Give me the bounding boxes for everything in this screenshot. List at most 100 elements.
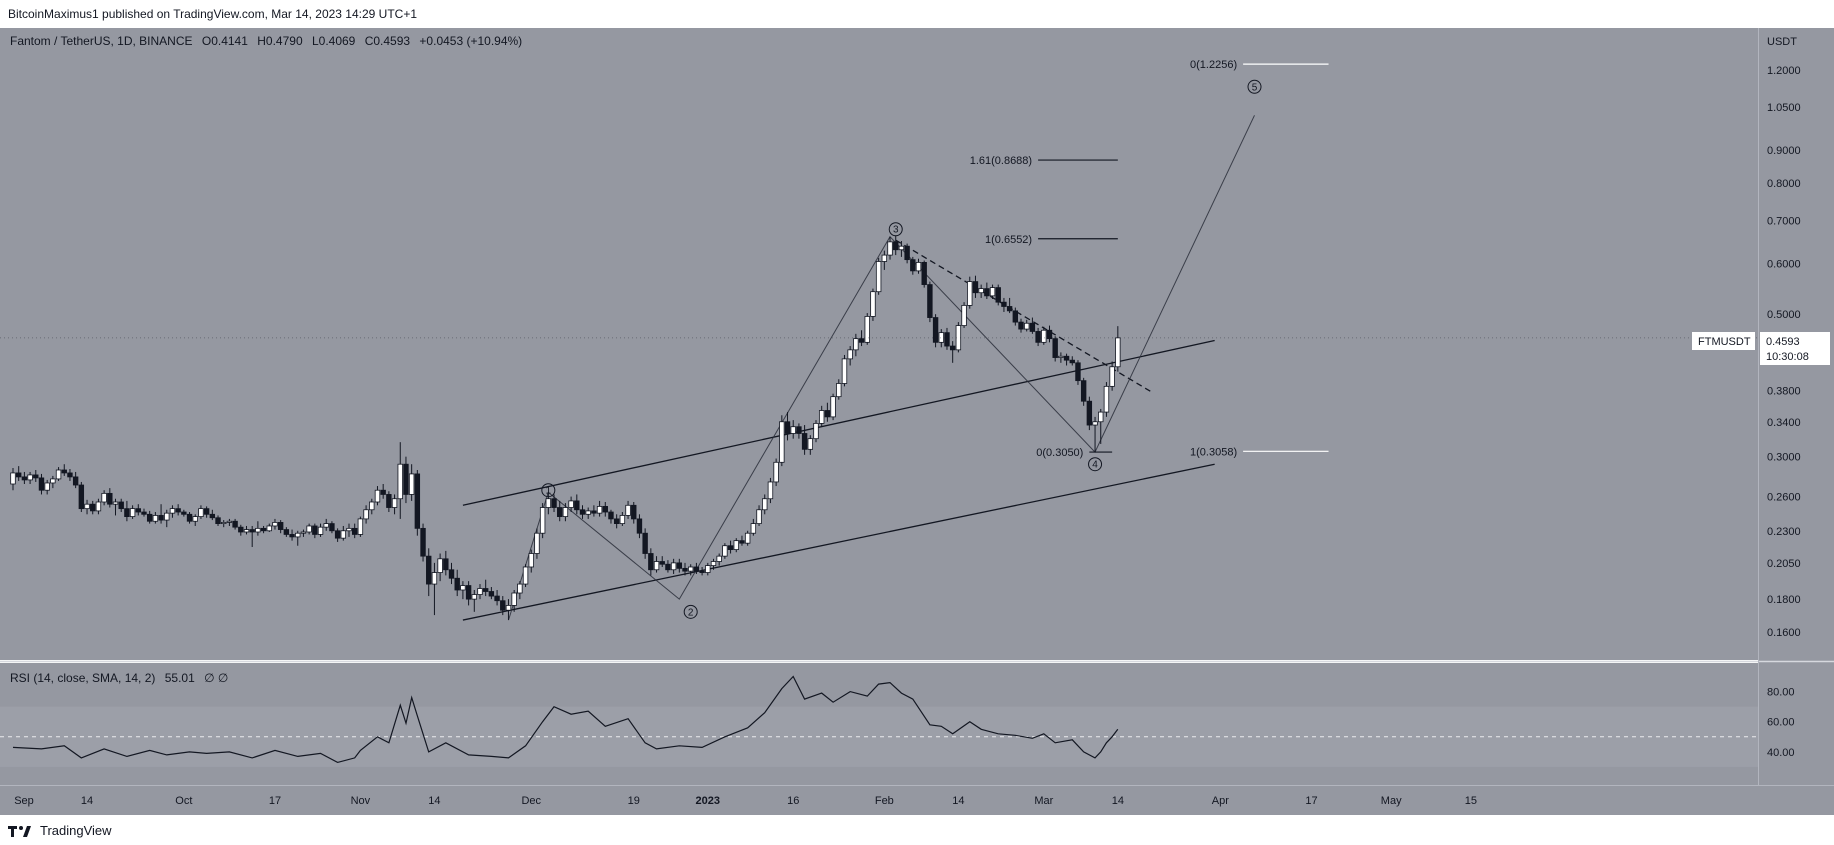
candle-body (346, 527, 352, 532)
footer: TradingView (0, 815, 1834, 845)
candle (494, 590, 500, 606)
candle-body (967, 281, 973, 306)
candle (300, 529, 307, 537)
main-pane[interactable] (0, 28, 1758, 660)
candle (329, 521, 335, 534)
candle (21, 471, 28, 484)
last-price-tag: FTMUSDT 0.4593 10:30:08 (1692, 332, 1830, 365)
candle-body (693, 566, 700, 572)
candle-body (431, 572, 438, 585)
candle-body (818, 410, 825, 424)
candle-body (33, 474, 39, 479)
candle (545, 492, 552, 515)
candle (813, 420, 819, 443)
candle (107, 488, 113, 508)
candle-body (625, 504, 631, 516)
candle-body (830, 396, 836, 418)
candle (995, 284, 1001, 306)
candle (989, 284, 996, 299)
candle-body (351, 527, 358, 535)
candle-body (226, 520, 233, 523)
wave-label-circle (1088, 457, 1103, 472)
candle-body (608, 511, 614, 520)
candle (215, 515, 221, 526)
candle (710, 558, 717, 570)
candle-body (72, 476, 79, 486)
candle-body (898, 245, 905, 251)
candle (50, 475, 56, 489)
candle-body (78, 484, 85, 510)
rsi-legend: RSI (14, close, SMA, 14, 2) 55.01 ∅ ∅ (10, 671, 228, 685)
wave-label-number: 1 (546, 486, 552, 497)
wave-label-number: 2 (688, 607, 694, 618)
price-axis[interactable] (1758, 28, 1834, 785)
tradingview-brand[interactable]: TradingView (8, 823, 112, 838)
candle-body (215, 517, 221, 524)
candle (796, 423, 802, 439)
candle (61, 464, 67, 476)
candle-body (84, 503, 90, 510)
candle (824, 402, 831, 422)
candle (836, 379, 842, 400)
candle-body (955, 325, 962, 351)
candle-body (1029, 322, 1036, 332)
candle (881, 250, 888, 270)
candle (733, 538, 739, 553)
candle-body (90, 503, 96, 512)
candle (448, 562, 455, 585)
wave-label: 1 (541, 483, 556, 498)
symbol-legend: Fantom / TetherUS, 1D, BINANCE O0.4141 H… (10, 34, 522, 48)
candle-body (129, 508, 136, 517)
rsi-band (0, 706, 1758, 767)
wave-label-circle (1247, 79, 1262, 94)
candle-body (414, 473, 421, 529)
candle-body (1075, 362, 1081, 382)
candle-body (374, 489, 381, 503)
candle (727, 540, 734, 554)
candle-body (266, 525, 272, 532)
candle (688, 564, 694, 576)
candle-body (836, 383, 842, 398)
candle-body (186, 513, 193, 522)
fib-level-label: 1(0.3058) (1190, 446, 1237, 458)
candle-body (699, 570, 705, 573)
candle-body (465, 585, 472, 600)
candle (693, 562, 700, 574)
candle (317, 523, 324, 537)
candle (272, 518, 278, 530)
candle-body (1035, 331, 1041, 343)
candle (1092, 416, 1098, 453)
candle-body (1001, 301, 1007, 307)
candle (1006, 297, 1013, 314)
candle-body (545, 498, 552, 508)
time-axis[interactable] (0, 785, 1834, 815)
candle (312, 523, 318, 539)
price-tag-countdown: 10:30:08 (1766, 351, 1809, 363)
candle (613, 514, 620, 529)
candle (346, 523, 352, 537)
candle (90, 500, 96, 515)
candle-body (744, 532, 751, 544)
candle (898, 241, 905, 257)
candle-body (1109, 366, 1115, 387)
candle (517, 581, 523, 600)
candle-body (118, 501, 124, 510)
candle-body (949, 345, 956, 351)
candle-body (875, 261, 882, 293)
candle-body (539, 507, 546, 534)
candle (591, 505, 597, 517)
candle (602, 501, 608, 517)
candle-body (460, 585, 466, 591)
fib-level-label: 1(0.6552) (985, 234, 1032, 246)
candle-body (853, 338, 859, 351)
time-tick-label: Apr (1212, 795, 1229, 807)
candle (1098, 408, 1104, 444)
candle (164, 509, 170, 528)
time-tick-label: Nov (351, 795, 371, 807)
candle (790, 420, 796, 439)
candle (38, 473, 45, 495)
candle (961, 302, 967, 328)
candle (699, 566, 705, 576)
svg-text:Fantom / TetherUS, 1D, BINANCE: Fantom / TetherUS, 1D, BINANCE O0.4141 H… (10, 34, 522, 48)
